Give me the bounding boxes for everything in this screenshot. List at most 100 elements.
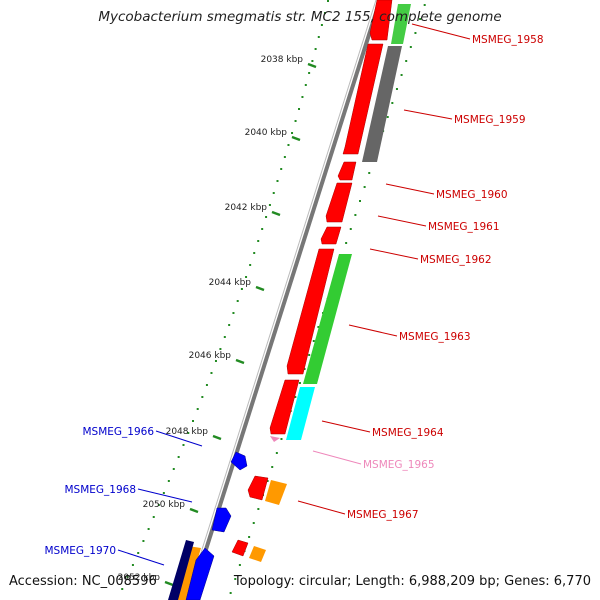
feature-green-top (391, 4, 411, 44)
tick-dot (314, 48, 317, 50)
gene-label[interactable]: MSMEG_1958 (472, 34, 544, 46)
outer-dot (312, 340, 315, 342)
cds-msmeg-1962[interactable] (320, 226, 342, 245)
tick-dot (276, 180, 279, 182)
tick-dot (147, 528, 150, 530)
gene-label[interactable]: MSMEG_1965 (363, 459, 435, 471)
outer-dot (354, 214, 357, 216)
tick-label: 2046 kbp (189, 351, 232, 361)
cds-navy[interactable] (168, 540, 194, 600)
outer-dot (298, 382, 301, 384)
leader-line (321, 420, 371, 433)
cds-msmeg-1959[interactable] (342, 43, 384, 155)
gene-label[interactable]: MSMEG_1964 (372, 427, 444, 439)
tick-dot (137, 552, 140, 554)
cds-msmeg-1958[interactable] (369, 0, 393, 41)
tick-dot (214, 360, 217, 362)
tick-label: 2040 kbp (245, 128, 288, 138)
tick-dot (304, 84, 307, 86)
gene-label[interactable]: MSMEG_1970 (44, 545, 116, 557)
tick-dot (126, 576, 129, 578)
major-tick (271, 210, 281, 217)
tick-dot (182, 444, 185, 446)
tick-dot (232, 312, 235, 314)
gene-label[interactable]: MSMEG_1961 (428, 221, 500, 233)
cds-msmeg-1963[interactable] (286, 248, 335, 375)
gene-label[interactable]: MSMEG_1960 (436, 189, 508, 201)
cds-msmeg-1960[interactable] (337, 161, 357, 181)
tick-dot (311, 60, 314, 62)
outer-dot (368, 172, 371, 174)
gene-label[interactable]: MSMEG_1962 (420, 254, 492, 266)
feature-track-outer (172, 4, 411, 600)
gene-label[interactable]: MSMEG_1968 (64, 484, 136, 496)
tick-dot (205, 384, 208, 386)
tick-dot (294, 120, 297, 122)
cds-msmeg-1967[interactable] (247, 475, 269, 501)
tick-dot (157, 504, 160, 506)
leader-line (411, 23, 471, 40)
tick-label: 2042 kbp (225, 203, 268, 213)
tick-dot (192, 420, 195, 422)
outer-dot (419, 18, 422, 20)
gene-label[interactable]: MSMEG_1963 (399, 331, 471, 343)
label-leaders (117, 23, 471, 566)
outer-dot (271, 466, 274, 468)
outer-dot (308, 354, 311, 356)
outer-dot (359, 200, 361, 202)
cds-msmeg-1964[interactable] (269, 379, 300, 435)
gene-label[interactable]: MSMEG_1967 (347, 509, 419, 521)
outer-dot (252, 522, 255, 524)
cds-msmeg-1968[interactable] (211, 507, 232, 533)
tick-label: 2050 kbp (143, 500, 186, 510)
gene-label[interactable]: MSMEG_1966 (82, 426, 154, 438)
outer-dot (317, 326, 320, 328)
accession-text: Accession: NC_008596 (9, 574, 157, 589)
gene-labels: MSMEG_1958 MSMEG_1959 MSMEG_1960 MSMEG_1961… (44, 34, 543, 557)
feature-cyan-1964 (286, 387, 315, 440)
major-tick (189, 507, 199, 514)
tick-dot (162, 492, 165, 494)
tick-dot (265, 216, 268, 218)
feature-orange-1967 (265, 480, 287, 505)
tick-dot (240, 288, 243, 290)
tick-dot (121, 588, 124, 590)
tick-dot (283, 156, 286, 158)
tick-label: 2048 kbp (166, 427, 209, 437)
tick-dot (280, 168, 283, 170)
outer-dot (386, 116, 389, 118)
tick-dot (268, 204, 271, 206)
cds-msmeg-1965[interactable] (270, 436, 280, 442)
tick-dot (172, 468, 175, 470)
tick-dot (245, 276, 248, 278)
outer-dot (405, 60, 408, 62)
cds-msmeg-1966[interactable] (230, 451, 248, 471)
major-tick (235, 358, 245, 365)
cds-red-small[interactable] (231, 539, 249, 557)
outer-dot (409, 46, 412, 48)
outer-dot (234, 578, 237, 580)
outer-dot (275, 452, 278, 454)
cds-msmeg-1970[interactable] (185, 547, 215, 600)
leader-line (155, 430, 203, 447)
cds-msmeg-1961[interactable] (325, 182, 353, 223)
tick-dot (228, 324, 231, 326)
outer-dot (266, 480, 269, 482)
leader-line (385, 183, 435, 195)
gene-label[interactable]: MSMEG_1959 (454, 114, 526, 126)
tick-dot (177, 456, 180, 458)
outer-dot (345, 242, 348, 244)
leader-line (137, 488, 193, 503)
outer-dot (294, 396, 297, 398)
tick-dot (201, 396, 204, 398)
tick-dot (298, 108, 301, 110)
map-title: Mycobacterium smegmatis str. MC2 155, co… (98, 9, 502, 25)
major-tick (291, 135, 301, 142)
outer-dot (423, 4, 426, 6)
major-tick (255, 285, 265, 292)
tick-dot (196, 408, 199, 410)
major-tick (212, 434, 222, 441)
tick-dot (317, 36, 320, 38)
feature-green-1963 (303, 254, 352, 384)
